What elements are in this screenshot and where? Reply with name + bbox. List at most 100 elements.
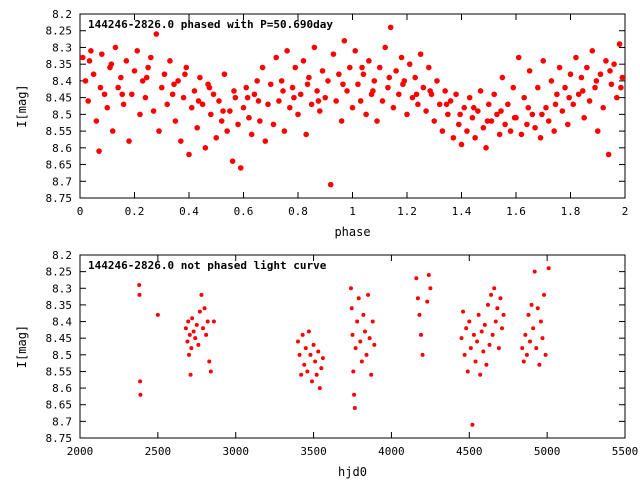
data-point <box>148 54 154 61</box>
y-tick-label: 8.25 <box>46 266 73 279</box>
data-point <box>494 111 500 118</box>
data-point <box>295 111 301 118</box>
data-point <box>465 369 470 374</box>
data-point <box>396 91 402 98</box>
data-point <box>79 54 86 61</box>
data-point <box>521 359 526 364</box>
data-point <box>276 98 282 104</box>
data-point <box>128 91 135 98</box>
data-point <box>417 51 424 57</box>
data-point <box>108 61 115 67</box>
data-point <box>573 54 579 61</box>
data-point <box>420 352 425 357</box>
data-point <box>468 346 473 351</box>
data-point <box>216 98 222 104</box>
data-point <box>539 111 545 118</box>
data-point <box>400 81 406 88</box>
data-point <box>359 359 364 364</box>
data-point <box>413 91 420 98</box>
data-point <box>581 114 587 121</box>
y-tick-label: 8.7 <box>52 175 72 188</box>
data-point <box>352 406 357 411</box>
y-tick-label: 8.5 <box>52 108 72 121</box>
data-point <box>317 386 322 391</box>
data-point <box>190 316 195 321</box>
x-tick-label: 3500 <box>300 445 327 458</box>
y-tick-label: 8.3 <box>52 41 72 54</box>
data-point <box>243 84 250 91</box>
data-point <box>453 91 459 98</box>
data-point <box>487 342 492 347</box>
data-point <box>472 134 478 141</box>
data-point <box>196 342 201 347</box>
data-point <box>303 346 308 351</box>
data-point <box>540 58 547 64</box>
y-tick-label: 8.2 <box>52 8 72 21</box>
data-point <box>227 108 233 114</box>
data-point <box>248 131 255 138</box>
data-point <box>559 108 566 114</box>
data-point <box>464 326 469 331</box>
data-point <box>278 78 285 84</box>
data-point <box>515 54 522 61</box>
data-point <box>518 131 525 138</box>
data-point <box>356 296 361 301</box>
data-point <box>524 121 530 128</box>
data-point <box>229 158 236 164</box>
data-point <box>498 108 504 114</box>
data-point <box>608 81 615 88</box>
data-point <box>319 366 324 371</box>
data-point <box>406 61 413 67</box>
data-point <box>521 94 527 101</box>
data-point <box>359 64 365 71</box>
data-point <box>187 352 191 357</box>
data-point <box>462 352 467 357</box>
data-point <box>297 91 304 98</box>
data-point <box>322 94 329 101</box>
data-point <box>364 352 369 357</box>
data-point <box>501 312 506 317</box>
y-tick-label: 8.2 <box>52 249 72 262</box>
data-point <box>244 94 251 101</box>
data-point <box>611 61 617 67</box>
data-point <box>564 121 571 128</box>
data-point <box>542 292 547 297</box>
data-point <box>376 64 383 71</box>
data-point <box>99 51 105 57</box>
data-point <box>186 151 192 158</box>
data-point <box>287 104 293 111</box>
data-point <box>351 369 356 374</box>
data-point <box>499 74 506 81</box>
data-point <box>237 165 244 171</box>
data-point <box>546 266 551 271</box>
data-point <box>145 64 151 71</box>
y-tick-label: 8.6 <box>52 382 72 395</box>
data-point <box>556 64 563 71</box>
data-point <box>350 332 355 337</box>
data-point <box>436 101 443 108</box>
data-point <box>178 138 184 144</box>
data-point <box>496 131 503 138</box>
data-point <box>415 296 420 301</box>
data-point <box>185 339 190 344</box>
data-point <box>532 269 537 274</box>
data-point <box>311 44 318 51</box>
data-point <box>164 101 170 108</box>
y-tick-label: 8.55 <box>46 125 73 138</box>
data-point <box>254 78 260 84</box>
data-point <box>470 104 477 111</box>
data-point <box>511 114 518 121</box>
data-point <box>619 74 626 81</box>
data-point <box>532 124 538 131</box>
data-point <box>484 362 489 367</box>
data-point <box>197 309 202 314</box>
x-tick-label: 5500 <box>612 445 639 458</box>
data-point <box>570 101 577 108</box>
data-point <box>197 74 203 81</box>
data-point <box>270 121 277 128</box>
data-point <box>325 78 331 84</box>
data-point <box>319 68 326 74</box>
data-point <box>485 101 492 108</box>
chart-title: 144246-2826.0 not phased light curve <box>88 259 327 272</box>
data-point <box>529 302 534 307</box>
